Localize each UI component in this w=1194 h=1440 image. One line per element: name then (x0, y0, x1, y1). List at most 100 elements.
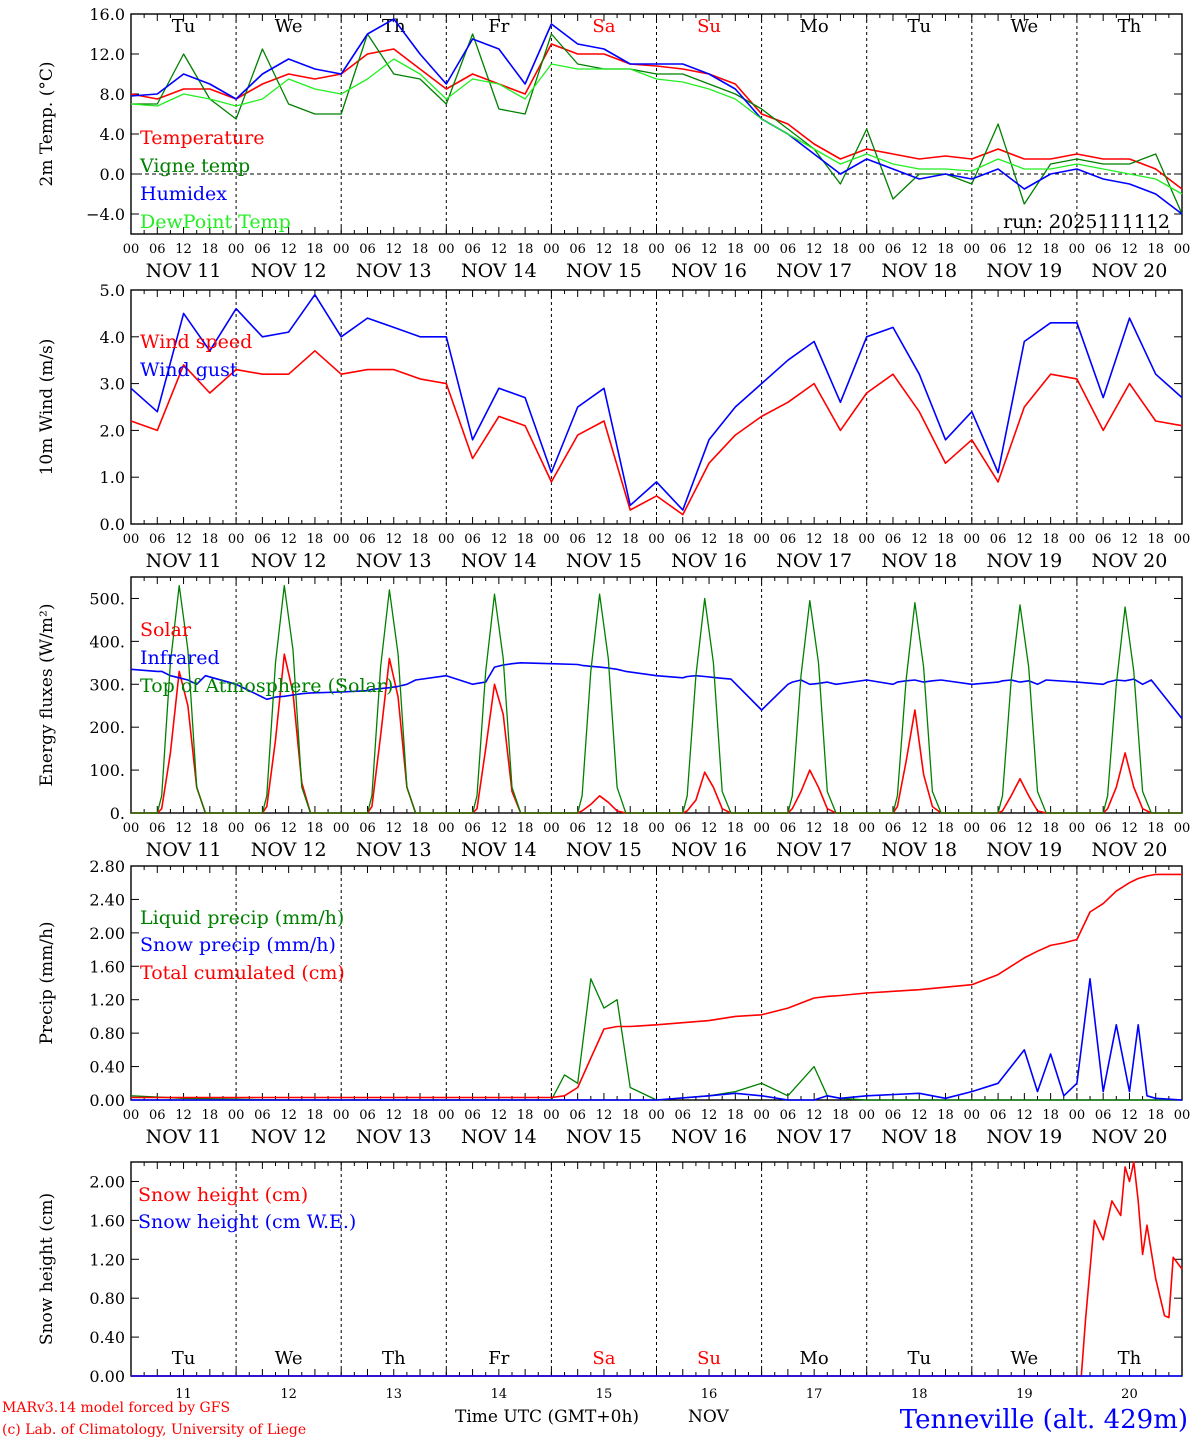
hour-tick-label: 18 (727, 532, 744, 547)
date-label: NOV 18 (881, 550, 957, 572)
hour-tick-label: 12 (1016, 1108, 1033, 1123)
hour-tick-label: 06 (990, 532, 1007, 547)
hour-tick-label: 06 (464, 1108, 481, 1123)
y-tick-label: 2.0 (100, 421, 125, 440)
footer: MARv3.14 model forced by GFS (c) Lab. of… (2, 1400, 1188, 1438)
legend-entry: Top of Atmosphere (Solar) (140, 675, 393, 697)
day-name-label: Sa (592, 1348, 615, 1369)
day-number-label: 18 (911, 1387, 928, 1402)
hour-tick-label: 06 (149, 532, 166, 547)
hour-tick-label: 06 (990, 821, 1007, 836)
day-name-label: Su (697, 1348, 721, 1369)
day-name-label: Th (1118, 16, 1142, 37)
day-number-label: 16 (701, 1387, 718, 1402)
y-tick-label: 3.0 (100, 375, 125, 394)
hour-tick-label: 18 (412, 242, 429, 257)
day-name-label: Tu (172, 1348, 196, 1369)
hour-tick-label: 18 (622, 1108, 639, 1123)
legend-entry: DewPoint Temp (140, 211, 291, 233)
day-number-label: 15 (596, 1387, 613, 1402)
hour-tick-label: 00 (543, 532, 560, 547)
date-label: NOV 16 (671, 1126, 747, 1148)
hour-tick-label: 00 (438, 821, 455, 836)
hour-tick-label: 12 (596, 1108, 613, 1123)
hour-tick-label: 18 (517, 1108, 534, 1123)
hour-tick-label: 00 (333, 242, 350, 257)
hour-tick-label: 12 (280, 821, 297, 836)
hour-tick-label: 06 (254, 532, 271, 547)
hour-tick-label: 00 (438, 532, 455, 547)
hour-tick-label: 18 (1147, 532, 1164, 547)
hour-tick-label: 00 (123, 821, 140, 836)
date-label: NOV 16 (671, 260, 747, 282)
date-label: NOV 17 (776, 1126, 852, 1148)
series-line-liquid-precip-mm-h- (130, 978, 1182, 1101)
hour-tick-label: 06 (990, 242, 1007, 257)
date-label: NOV 20 (1092, 260, 1168, 282)
hour-tick-label: 18 (412, 1108, 429, 1123)
day-number-label: 19 (1016, 1387, 1033, 1402)
hour-tick-label: 12 (806, 821, 823, 836)
series-line-wind-speed (130, 349, 1183, 516)
hour-tick-label: 18 (1042, 821, 1059, 836)
hour-tick-label: 18 (307, 242, 324, 257)
hour-tick-label: 00 (123, 532, 140, 547)
date-label: NOV 12 (251, 839, 327, 861)
day-name-label: Sa (592, 16, 615, 37)
day-name-label: Tu (172, 16, 196, 37)
hour-tick-label: 12 (596, 532, 613, 547)
y-tick-label: 0.0 (100, 515, 125, 534)
date-label: NOV 12 (251, 260, 327, 282)
hour-tick-label: 06 (254, 821, 271, 836)
hour-tick-label: 12 (1121, 242, 1138, 257)
date-label: NOV 12 (251, 1126, 327, 1148)
day-name-label: Th (382, 1348, 406, 1369)
date-label: NOV 18 (881, 839, 957, 861)
precip-y-axis-label: Precip (mm/h) (37, 921, 57, 1044)
y-tick-label: 0.40 (89, 1058, 125, 1077)
hour-tick-label: 18 (1042, 1108, 1059, 1123)
hour-tick-label: 12 (175, 821, 192, 836)
series-line-top-of-atmosphere-solar- (131, 584, 1182, 814)
date-label: NOV 19 (986, 839, 1062, 861)
date-label: NOV 13 (356, 550, 432, 572)
date-label: NOV 18 (881, 260, 957, 282)
hour-tick-label: 12 (806, 1108, 823, 1123)
hour-tick-label: 12 (175, 532, 192, 547)
hour-tick-label: 06 (359, 242, 376, 257)
hour-tick-label: 06 (885, 532, 902, 547)
hour-tick-label: 06 (1095, 1108, 1112, 1123)
y-tick-label: 16.0 (89, 5, 125, 24)
y-tick-label: 1.20 (89, 991, 125, 1010)
hour-tick-label: 06 (569, 821, 586, 836)
y-tick-label: 0.00 (89, 1091, 125, 1110)
hour-tick-label: 12 (385, 821, 402, 836)
hour-tick-label: 06 (254, 242, 271, 257)
hour-tick-label: 18 (622, 821, 639, 836)
hour-tick-label: 12 (280, 1108, 297, 1123)
hour-tick-label: 00 (1069, 1108, 1086, 1123)
hour-tick-label: 18 (307, 821, 324, 836)
date-label: NOV 12 (251, 550, 327, 572)
hour-tick-label: 00 (648, 532, 665, 547)
y-tick-label: 2.40 (89, 890, 125, 909)
hour-tick-label: 06 (1095, 242, 1112, 257)
y-tick-label: 500. (89, 589, 125, 608)
hour-tick-label: 18 (1042, 242, 1059, 257)
hour-tick-label: 12 (385, 1108, 402, 1123)
hour-tick-label: 18 (517, 821, 534, 836)
hour-tick-label: 00 (438, 242, 455, 257)
date-label: NOV 14 (461, 550, 537, 572)
y-tick-label: 4.0 (100, 328, 125, 347)
y-tick-label: 300. (89, 675, 125, 694)
date-label: NOV 16 (671, 839, 747, 861)
y-tick-label: 0. (110, 804, 125, 823)
hour-tick-label: 00 (858, 1108, 875, 1123)
hour-tick-label: 18 (832, 1108, 849, 1123)
hour-tick-label: 12 (1121, 821, 1138, 836)
hour-tick-label: 12 (911, 821, 928, 836)
temperature-y-axis-label: 2m Temp. (°C) (37, 61, 57, 186)
wind-panel: 00 06 12 18 00 06 12 18 00 06 12 18 00 06 12 18 00 06 12 18… (37, 281, 1190, 572)
date-label: NOV 20 (1092, 1126, 1168, 1148)
date-label: NOV 20 (1092, 839, 1168, 861)
